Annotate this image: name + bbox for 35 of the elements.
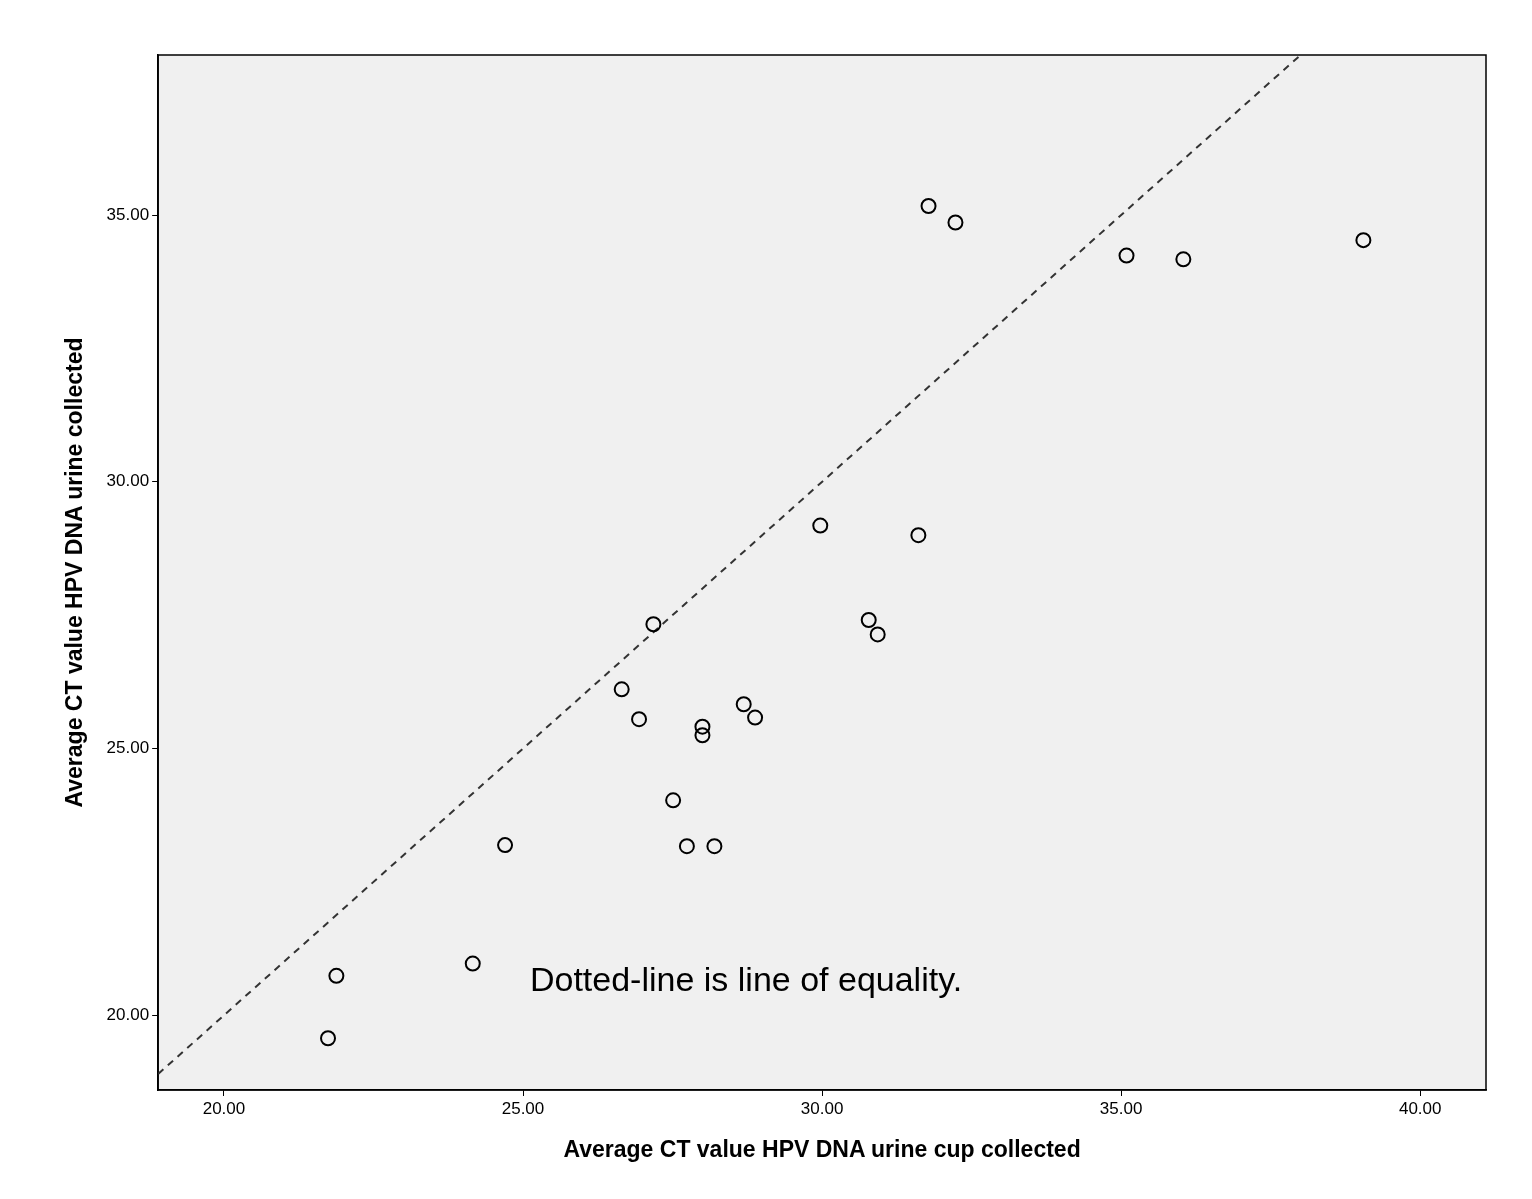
point — [1355, 232, 1372, 249]
point — [613, 681, 630, 698]
point — [735, 696, 752, 713]
x-tick-label: 35.00 — [1099, 1098, 1143, 1118]
point — [860, 611, 877, 628]
point — [910, 527, 927, 544]
y-tick-label: 30.00 — [106, 471, 150, 491]
point — [497, 837, 514, 854]
point — [678, 838, 695, 855]
x-tick-label: 40.00 — [1398, 1098, 1442, 1118]
point — [694, 718, 711, 735]
point — [645, 616, 662, 633]
point — [747, 709, 764, 726]
point — [320, 1030, 337, 1047]
point — [694, 727, 711, 744]
y-tick-label: 35.00 — [106, 204, 150, 224]
y-axis-title: Average CT value HPV DNA urine collected — [61, 337, 88, 808]
point — [947, 214, 964, 231]
y-tick-label: 20.00 — [106, 1005, 150, 1024]
point — [1118, 247, 1135, 264]
point — [464, 955, 481, 972]
point — [706, 838, 723, 855]
point — [665, 792, 682, 809]
point — [631, 711, 648, 728]
point — [869, 626, 886, 643]
point — [1175, 251, 1192, 268]
x-tick-label: 25.00 — [501, 1098, 545, 1118]
point — [812, 517, 829, 534]
point — [920, 197, 937, 214]
x-axis-title: Average CT value HPV DNA urine cup collected — [563, 1135, 1081, 1162]
x-tick-label: 20.00 — [202, 1098, 246, 1118]
y-tick-label: 25.00 — [106, 738, 150, 758]
annotation: Dotted-line is line of equality. — [529, 959, 963, 998]
point — [328, 967, 345, 984]
x-tick-label: 30.00 — [800, 1098, 844, 1118]
